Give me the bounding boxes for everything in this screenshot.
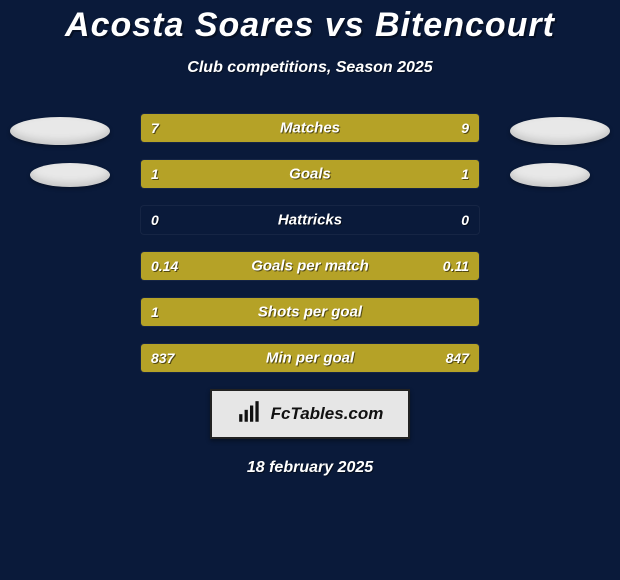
brand-text: FcTables.com xyxy=(271,404,384,424)
bar-value-left: 7 xyxy=(151,120,159,136)
bar-label: Shots per goal xyxy=(258,304,362,321)
bar-fill-left xyxy=(141,114,286,142)
bar-label: Matches xyxy=(280,120,340,137)
bar-value-left: 1 xyxy=(151,166,159,182)
bar-label: Goals xyxy=(289,166,331,183)
bar-row: 1 Shots per goal xyxy=(140,297,480,327)
bar-list: 7 Matches 9 1 Goals 1 0 Hattricks 0 0.14 Goals per… xyxy=(140,113,480,373)
player-left-badge-1 xyxy=(10,117,110,145)
bar-value-right: 1 xyxy=(461,166,469,182)
bar-label: Min per goal xyxy=(266,350,354,367)
bar-row: 0.14 Goals per match 0.11 xyxy=(140,251,480,281)
page-title: Acosta Soares vs Bitencourt xyxy=(0,0,620,45)
brand-badge: FcTables.com xyxy=(210,389,410,439)
date-text: 18 february 2025 xyxy=(0,459,620,477)
bar-label: Goals per match xyxy=(251,258,369,275)
bar-value-right: 0.11 xyxy=(443,258,469,274)
subtitle: Club competitions, Season 2025 xyxy=(0,59,620,77)
bar-value-left: 0.14 xyxy=(151,258,178,274)
comparison-chart: 7 Matches 9 1 Goals 1 0 Hattricks 0 0.14 Goals per… xyxy=(0,113,620,373)
player-right-badge-1 xyxy=(510,117,610,145)
bar-row: 7 Matches 9 xyxy=(140,113,480,143)
bar-value-right: 847 xyxy=(446,350,469,366)
bar-fill-right xyxy=(310,160,479,188)
bar-value-left: 1 xyxy=(151,304,159,320)
bar-label: Hattricks xyxy=(278,212,342,229)
bar-value-left: 837 xyxy=(151,350,174,366)
player-right-badge-2 xyxy=(510,163,590,187)
bar-fill-left xyxy=(141,160,310,188)
player-left-badge-2 xyxy=(30,163,110,187)
bar-row: 1 Goals 1 xyxy=(140,159,480,189)
bar-chart-icon xyxy=(237,399,263,430)
bar-value-right: 0 xyxy=(461,212,469,228)
bar-value-left: 0 xyxy=(151,212,159,228)
bar-row: 0 Hattricks 0 xyxy=(140,205,480,235)
bar-value-right: 9 xyxy=(461,120,469,136)
bar-row: 837 Min per goal 847 xyxy=(140,343,480,373)
